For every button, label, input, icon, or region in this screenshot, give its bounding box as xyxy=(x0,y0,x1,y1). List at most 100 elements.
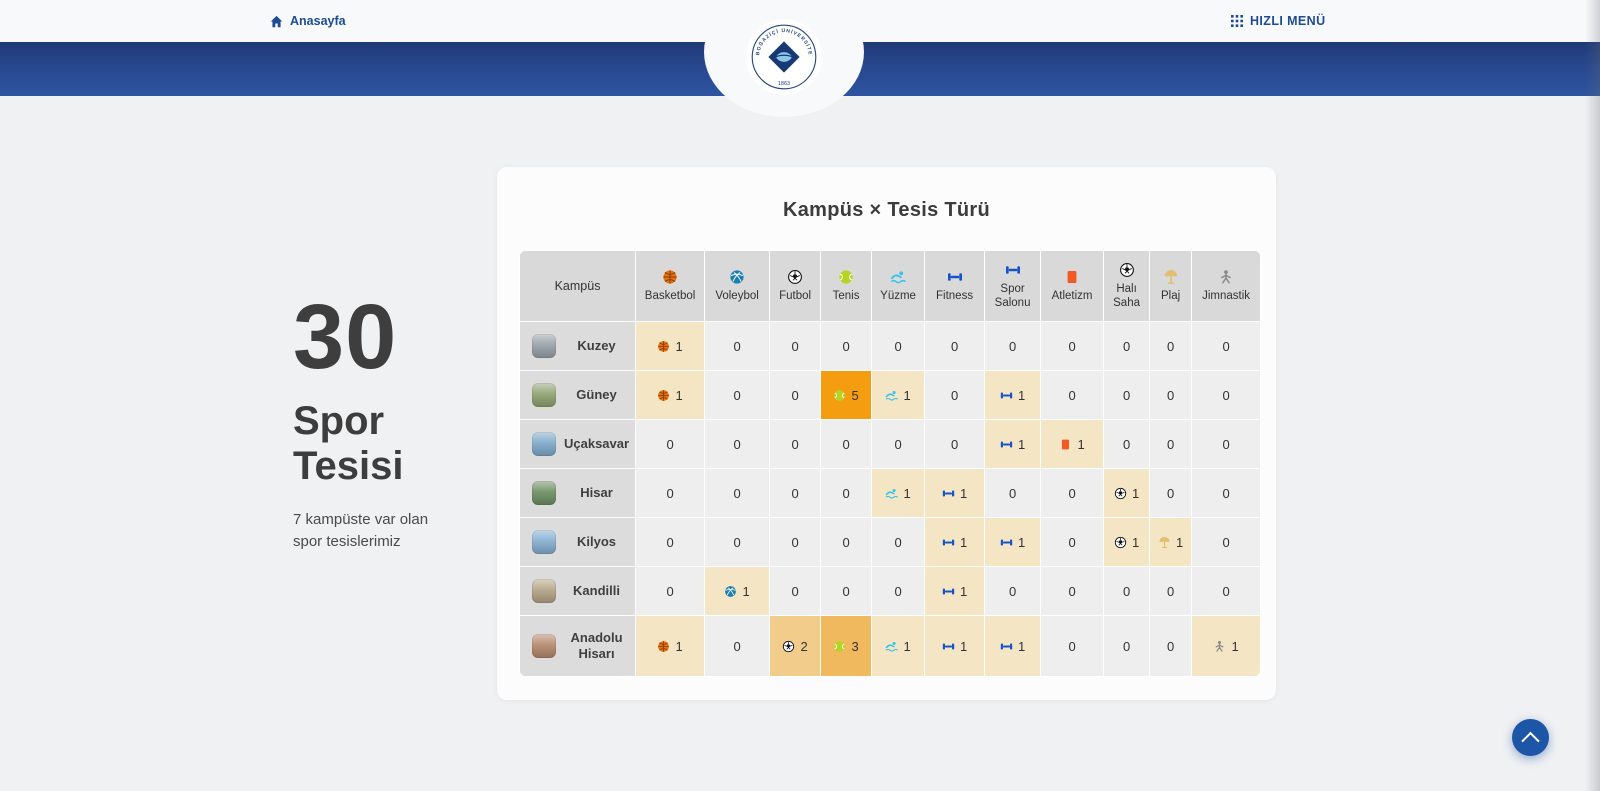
col-header-label: Jimnastik xyxy=(1202,289,1251,302)
campus-name: Hisar xyxy=(580,484,613,500)
facility-count-cell: 1 xyxy=(984,419,1042,469)
campus-row: Kuzey 1 0 0 0 0 0 0 0 0 0 0 xyxy=(519,321,1262,371)
facility-count-cell: 0 xyxy=(1040,566,1105,616)
campus-name: Güney xyxy=(576,386,617,402)
university-logo-emblem: BOĞAZİÇİ ÜNİVERSİTESİ 1863 xyxy=(749,22,817,90)
facility-count-cell: 0 xyxy=(1191,468,1262,518)
col-header-label: Halı Saha xyxy=(1113,282,1140,309)
facility-count-value: 1 xyxy=(1017,638,1026,654)
col-header-basketball: Basketbol xyxy=(635,250,706,322)
facility-count-cell: 0 xyxy=(769,566,822,616)
facility-count-value: 1 xyxy=(1077,436,1085,452)
facility-count-cell: 0 xyxy=(1149,566,1193,616)
col-header-label: Plaj xyxy=(1160,289,1181,302)
facility-count-value: 1 xyxy=(675,387,683,403)
col-header-gym-dumbbell: Spor Salonu xyxy=(984,250,1042,322)
campus-photo-thumbnail xyxy=(532,481,556,505)
gym-dumbbell-icon xyxy=(1000,438,1013,451)
tennis-ball-icon xyxy=(833,389,846,402)
facility-count-cell: 0 xyxy=(635,419,706,469)
col-header-label: Futbol xyxy=(779,289,812,302)
gym-dumbbell-icon xyxy=(1000,536,1013,549)
col-header-running-vest: Atletizm xyxy=(1040,250,1105,322)
facility-count-cell: 0 xyxy=(769,370,822,420)
campus-row: Hisar 0 0 0 0 1 1 0 0 1 0 0 xyxy=(519,468,1262,518)
chevron-up-icon xyxy=(1521,731,1540,751)
facility-count-cell: 0 xyxy=(924,419,986,469)
swimmer-icon xyxy=(890,269,907,285)
page-edge-shadow xyxy=(1585,0,1600,791)
facility-count-cell: 0 xyxy=(1149,370,1193,420)
dumbbell-icon xyxy=(942,640,955,653)
col-header-soccer-ball: Halı Saha xyxy=(1103,250,1151,322)
facility-count-cell: 0 xyxy=(1103,419,1151,469)
beach-umbrella-icon xyxy=(1158,536,1171,549)
facility-count-cell: 0 xyxy=(769,419,822,469)
facility-matrix-card: Kampüs × Tesis Türü Kampüs Basketbol Voley… xyxy=(497,167,1276,700)
facility-count-value: 1 xyxy=(959,638,968,654)
gymnast-icon xyxy=(1218,269,1234,285)
facility-count-cell: 1 xyxy=(704,566,771,616)
facility-count-cell: 0 xyxy=(1103,615,1151,677)
facility-count-value: 1 xyxy=(1017,387,1026,403)
basketball-icon xyxy=(657,340,670,353)
facility-count-value: 1 xyxy=(742,583,750,599)
facility-count-cell: 0 xyxy=(769,321,822,371)
basketball-icon xyxy=(657,640,670,653)
facility-count-cell: 0 xyxy=(1191,566,1262,616)
facility-count-value: 1 xyxy=(1131,534,1140,550)
facility-count-cell: 1 xyxy=(984,370,1042,420)
col-header-label: Atletizm xyxy=(1051,289,1093,302)
gym-dumbbell-icon xyxy=(1000,389,1013,402)
facility-count-cell: 1 xyxy=(871,468,926,518)
campus-name: Anadolu Hisarı xyxy=(570,629,623,661)
campus-row: Güney 1 0 0 5 1 0 1 0 0 0 0 xyxy=(519,370,1262,420)
facility-count-value: 2 xyxy=(800,638,808,654)
col-header-label: Spor Salonu xyxy=(994,282,1031,309)
home-link[interactable]: Anasayfa xyxy=(270,0,346,42)
university-logo[interactable]: BOĞAZİÇİ ÜNİVERSİTESİ 1863 xyxy=(746,19,822,95)
grid-menu-icon xyxy=(1231,15,1243,27)
col-header-soccer-ball: Futbol xyxy=(769,250,822,322)
facility-count-cell: 0 xyxy=(704,615,771,677)
col-header-dumbbell: Fitness xyxy=(924,250,986,322)
facility-count-cell: 0 xyxy=(820,517,873,567)
facility-count-cell: 0 xyxy=(769,468,822,518)
home-icon xyxy=(270,15,283,28)
facility-count-cell: 0 xyxy=(1103,370,1151,420)
soccer-ball-icon xyxy=(1114,536,1127,549)
facility-count-cell: 0 xyxy=(1040,615,1105,677)
facility-count-cell: 1 xyxy=(924,517,986,567)
facility-count-cell: 0 xyxy=(871,566,926,616)
facility-count-cell: 0 xyxy=(704,468,771,518)
facility-count-cell: 1 xyxy=(871,370,926,420)
facility-count-cell: 0 xyxy=(1149,321,1193,371)
facility-count-cell: 0 xyxy=(1103,321,1151,371)
facility-count-cell: 1 xyxy=(635,615,706,677)
col-header-volleyball: Voleybol xyxy=(704,250,771,322)
facility-count-value: 1 xyxy=(903,638,911,654)
running-vest-icon xyxy=(1059,438,1072,451)
col-header-beach-umbrella: Plaj xyxy=(1149,250,1193,322)
stats-block: 30 Spor Tesisi 7 kampüste var olan spor … xyxy=(293,286,473,552)
col-header-label: Yüzme xyxy=(880,289,916,302)
col-header-label: Fitness xyxy=(936,289,974,302)
tennis-ball-icon xyxy=(838,269,854,285)
facility-count-cell: 0 xyxy=(984,321,1042,371)
soccer-ball-icon xyxy=(1114,487,1127,500)
facility-count-value: 3 xyxy=(851,638,859,654)
quick-menu-label: HIZLI MENÜ xyxy=(1250,14,1326,28)
facility-count-cell: 1 xyxy=(984,615,1042,677)
col-header-label: Tenis xyxy=(832,289,860,302)
campus-photo-thumbnail xyxy=(532,634,556,658)
facility-count: 30 xyxy=(293,286,398,388)
quick-menu-link[interactable]: HIZLI MENÜ xyxy=(1231,0,1326,42)
scroll-to-top-button[interactable] xyxy=(1512,719,1549,756)
campus-name-cell: Uçaksavar xyxy=(519,419,637,469)
facility-count-cell: 0 xyxy=(704,370,771,420)
beach-umbrella-icon xyxy=(1163,269,1179,285)
facility-count-subtitle: 7 kampüste var olan spor tesislerimiz xyxy=(293,510,429,550)
facility-count-cell: 0 xyxy=(871,321,926,371)
facility-count-cell: 1 xyxy=(635,321,706,371)
campus-name-cell: Kuzey xyxy=(519,321,637,371)
